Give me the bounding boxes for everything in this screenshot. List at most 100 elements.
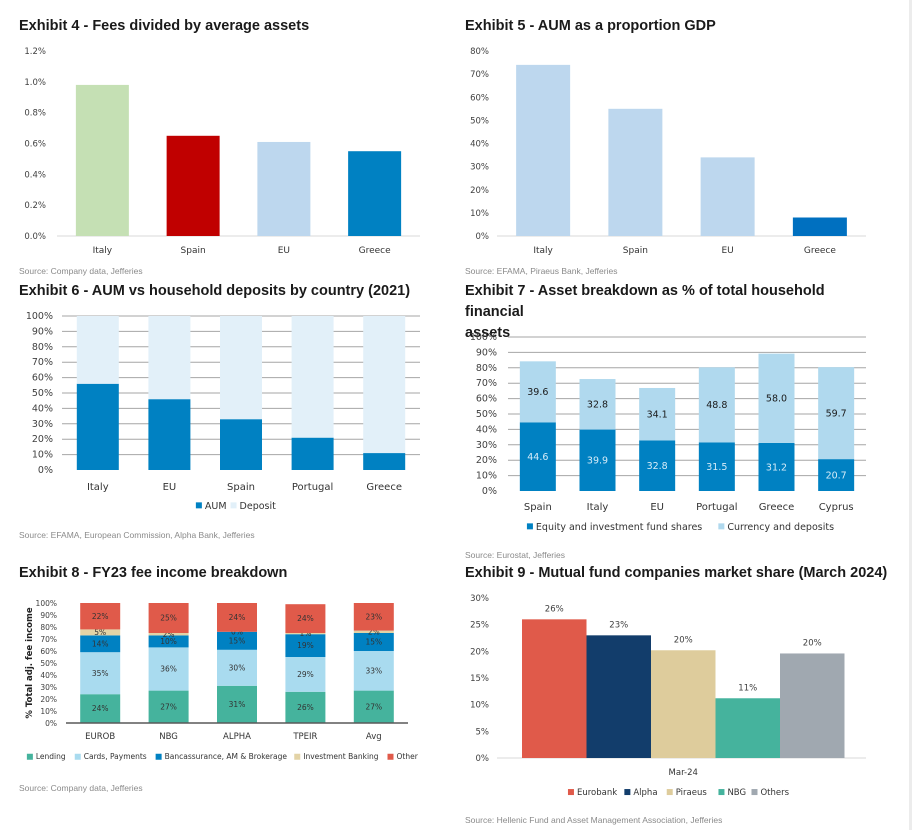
ex7-legend-label: Currency and deposits xyxy=(727,522,834,533)
ex9-legend-swatch xyxy=(751,789,758,796)
ex9-bar xyxy=(522,619,587,758)
ex4-ytick-label: 1.2% xyxy=(24,47,46,57)
ex8-legend-swatch xyxy=(294,753,301,760)
ex8-bar-segment xyxy=(285,604,326,633)
ex8-data-label: 27% xyxy=(160,702,177,711)
ex4-source: Source: Company data, Jefferies xyxy=(19,266,143,276)
ex7-ytick-label: 90% xyxy=(476,347,497,358)
ex7-bar-segment xyxy=(818,367,855,460)
ex8-bar-segment xyxy=(148,603,189,633)
ex8-bar-segment xyxy=(80,603,121,630)
ex8-bar-segment xyxy=(353,630,394,633)
ex8-legend-label: Investment Banking xyxy=(303,752,379,761)
ex8-source: Source: Company data, Jefferies xyxy=(19,783,143,793)
ex8-ytick-label: 50% xyxy=(40,659,57,668)
ex9-legend-swatch xyxy=(666,789,673,796)
ex8-data-label: 19% xyxy=(297,641,314,650)
ex4-ytick-label: 0.4% xyxy=(24,170,46,180)
ex7-data-label: 31.2 xyxy=(766,462,787,473)
ex8-data-label: 26% xyxy=(297,703,314,712)
ex9-data-label: 23% xyxy=(609,620,628,630)
ex8-legend-label: Cards, Payments xyxy=(84,752,147,761)
ex8-data-label: 25% xyxy=(160,614,177,623)
ex6-bar-segment xyxy=(76,316,119,384)
ex7-ytick-label: 80% xyxy=(476,363,497,374)
ex7-bar-segment xyxy=(758,353,795,443)
ex8-legend-swatch xyxy=(387,753,394,760)
ex6-ytick-label: 0% xyxy=(38,465,53,476)
ex8-category-label: TPEIR xyxy=(292,732,317,742)
ex9-data-label: 26% xyxy=(545,604,564,614)
ex7-data-label: 39.9 xyxy=(587,456,608,467)
ex4-bar xyxy=(257,141,311,236)
ex8-bar-segment xyxy=(80,652,121,695)
ex8-data-label: 1% xyxy=(299,629,311,638)
ex7-category-label: Spain xyxy=(524,502,552,513)
ex8-data-label: 15% xyxy=(229,636,246,645)
ex9-ytick-label: 5% xyxy=(476,727,490,737)
scrollbar[interactable] xyxy=(909,0,912,830)
ex8-ytick-label: 60% xyxy=(40,647,57,656)
ex7-category-label: Portugal xyxy=(696,502,737,513)
ex7-ytick-label: 40% xyxy=(476,424,497,435)
ex8-bar-segment xyxy=(80,629,121,636)
ex4-ytick-label: 0.6% xyxy=(24,140,46,150)
ex9-data-label: 20% xyxy=(674,635,693,645)
ex7-data-label: 58.0 xyxy=(766,394,787,405)
ex9-legend-label: Piraeus xyxy=(676,788,708,798)
ex4-category-label: EU xyxy=(278,246,290,256)
ex6-legend-swatch xyxy=(230,502,237,509)
ex5-ytick-label: 30% xyxy=(470,163,489,173)
ex7-data-label: 20.7 xyxy=(826,470,847,481)
ex8-data-label: 14% xyxy=(92,639,109,648)
ex8-title: Exhibit 8 - FY23 fee income breakdown xyxy=(19,565,288,581)
ex7-data-label: 34.1 xyxy=(647,410,668,421)
ex9-ytick-label: 15% xyxy=(470,674,489,684)
ex8-legend-swatch xyxy=(155,753,162,760)
ex7-category-label: Greece xyxy=(759,502,795,513)
ex7-legend-swatch xyxy=(526,523,533,530)
ex8-category-label: ALPHA xyxy=(223,732,251,742)
ex5-category-label: Spain xyxy=(623,246,648,256)
ex8-ytick-label: 100% xyxy=(36,599,57,608)
ex7-ytick-label: 60% xyxy=(476,394,497,405)
ex7-ytick-label: 100% xyxy=(470,332,497,343)
ex8-data-label: 35% xyxy=(92,669,109,678)
ex8-y-axis-title: % Total adj. fee income xyxy=(25,607,35,718)
ex8-ytick-label: 80% xyxy=(40,623,57,632)
ex5-category-label: Italy xyxy=(533,246,553,256)
ex4-ytick-label: 0.0% xyxy=(24,232,46,242)
ex9-bar xyxy=(715,698,780,758)
ex5-ytick-label: 40% xyxy=(470,140,489,150)
ex7-category-label: Cyprus xyxy=(819,502,854,513)
ex8-data-label: 29% xyxy=(297,670,314,679)
ex6-bar-segment xyxy=(76,383,119,470)
ex8-data-label: 31% xyxy=(229,700,246,709)
ex6-bar-segment xyxy=(148,399,191,470)
ex9-legend-swatch xyxy=(624,789,631,796)
ex7-ytick-label: 0% xyxy=(482,486,497,497)
ex6-ytick-label: 40% xyxy=(32,403,53,414)
ex9-legend-swatch xyxy=(718,789,725,796)
ex7-legend-label: Equity and investment fund shares xyxy=(536,522,702,533)
ex8-legend-swatch xyxy=(74,753,81,760)
ex8-ytick-label: 70% xyxy=(40,635,57,644)
ex9-legend-label: Others xyxy=(760,788,789,798)
ex8-data-label: 22% xyxy=(92,612,109,621)
ex8-bar-segment xyxy=(217,649,257,686)
ex9-category-label: Mar-24 xyxy=(669,768,698,778)
ex4-category-label: Spain xyxy=(181,246,206,256)
ex8-category-label: NBG xyxy=(159,732,178,742)
ex6-ytick-label: 80% xyxy=(32,342,53,353)
ex9-bar xyxy=(586,635,651,758)
ex8-bar-segment xyxy=(353,633,394,651)
ex5-bar xyxy=(608,108,663,236)
ex6-ytick-label: 70% xyxy=(32,357,53,368)
ex5-ytick-label: 10% xyxy=(470,209,489,219)
ex7-bar-segment xyxy=(579,379,616,430)
ex8-ytick-label: 30% xyxy=(40,683,57,692)
ex8-bar-segment xyxy=(285,657,326,692)
ex7-data-label: 31.5 xyxy=(706,462,727,473)
ex8-data-label: 36% xyxy=(160,665,177,674)
